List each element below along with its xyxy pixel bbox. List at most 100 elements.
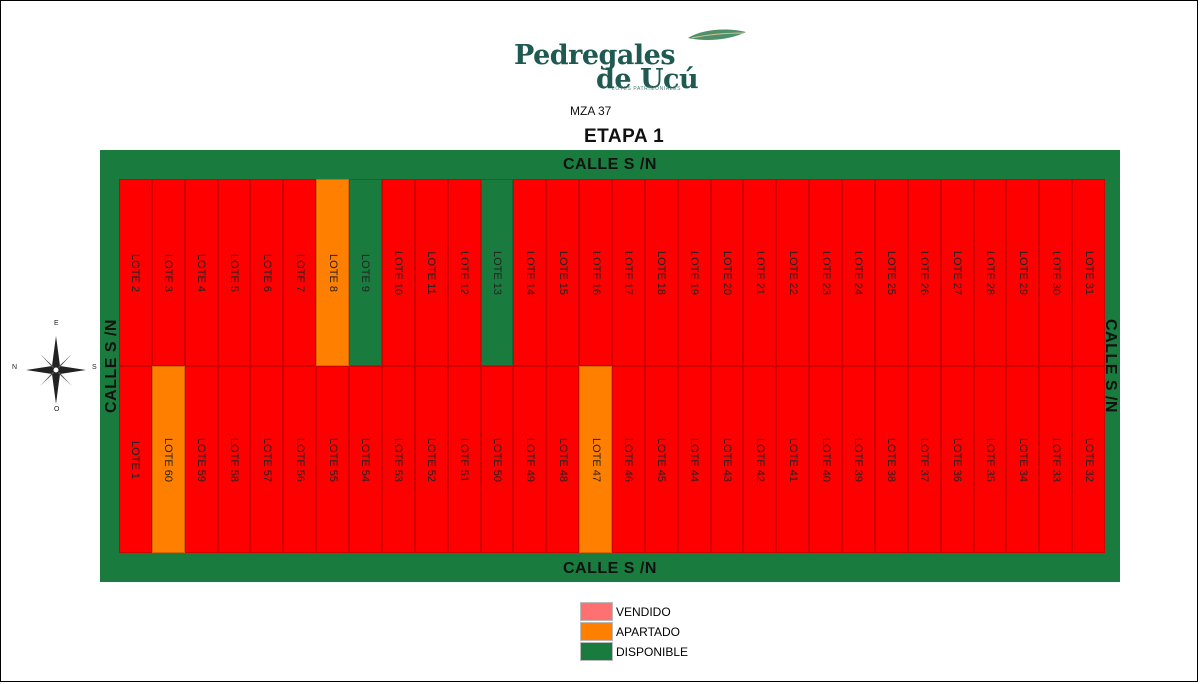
- lot-lote-39[interactable]: LOTE 39: [842, 366, 875, 553]
- lot-label: LOTE 2: [129, 253, 142, 292]
- lot-lote-40[interactable]: LOTE 40: [809, 366, 843, 553]
- lot-label: LOTE 18: [655, 250, 668, 295]
- lot-lote-25[interactable]: LOTE 25: [874, 179, 908, 366]
- lot-label: LOTE 38: [885, 437, 898, 482]
- lot-lote-44[interactable]: LOTE 44: [677, 366, 711, 553]
- lot-lote-55[interactable]: LOTE 55: [316, 366, 350, 553]
- lot-lote-9[interactable]: LOTE 9: [349, 179, 382, 366]
- lot-lote-5[interactable]: LOTE 5: [217, 179, 251, 366]
- logo-line2: de Ucú: [596, 64, 699, 95]
- lot-lote-58[interactable]: LOTE 58: [217, 366, 251, 553]
- lot-label: LOTE 28: [983, 250, 996, 295]
- lot-lote-32[interactable]: LOTE 32: [1072, 366, 1105, 553]
- lot-label: LOTE 15: [556, 250, 569, 295]
- lot-lote-14[interactable]: LOTE 14: [513, 179, 547, 366]
- lot-lote-45[interactable]: LOTE 45: [644, 366, 678, 553]
- lot-label: LOTE 36: [951, 437, 964, 482]
- lot-lote-36[interactable]: LOTE 36: [940, 366, 974, 553]
- lot-lote-60[interactable]: LOTE 60: [151, 366, 185, 553]
- lot-lote-10[interactable]: LOTE 10: [381, 179, 415, 366]
- lot-lote-8[interactable]: LOTE 8: [316, 179, 350, 366]
- lot-lote-43[interactable]: LOTE 43: [710, 366, 744, 553]
- lot-label: LOTE 22: [786, 250, 799, 295]
- lot-label: LOTE 34: [1016, 437, 1029, 482]
- lot-lote-13[interactable]: LOTE 13: [480, 179, 514, 366]
- lot-lote-23[interactable]: LOTE 23: [809, 179, 843, 366]
- lot-label: LOTE 8: [326, 253, 339, 292]
- lot-lote-17[interactable]: LOTE 17: [612, 179, 645, 366]
- lot-lote-15[interactable]: LOTE 15: [546, 179, 580, 366]
- lot-lote-22[interactable]: LOTE 22: [776, 179, 810, 366]
- lot-lote-33[interactable]: LOTE 33: [1039, 366, 1073, 553]
- lot-lote-20[interactable]: LOTE 20: [710, 179, 744, 366]
- lot-label: LOTE 12: [458, 250, 471, 295]
- lot-label: LOTE 39: [852, 437, 865, 482]
- lot-lote-21[interactable]: LOTE 21: [743, 179, 777, 366]
- manzana-label: MZA 37: [570, 104, 612, 118]
- lot-lote-48[interactable]: LOTE 48: [546, 366, 580, 553]
- lot-lote-34[interactable]: LOTE 34: [1006, 366, 1040, 553]
- lot-lote-7[interactable]: LOTE 7: [283, 179, 317, 366]
- lot-lote-35[interactable]: LOTE 35: [973, 366, 1007, 553]
- lot-lote-30[interactable]: LOTE 30: [1039, 179, 1073, 366]
- lot-lote-49[interactable]: LOTE 49: [513, 366, 547, 553]
- lot-lote-18[interactable]: LOTE 18: [644, 179, 678, 366]
- lot-lote-16[interactable]: LOTE 16: [579, 179, 612, 366]
- lot-lote-42[interactable]: LOTE 42: [743, 366, 777, 553]
- lot-label: LOTE 60: [162, 437, 175, 482]
- lot-lote-56[interactable]: LOTE 56: [283, 366, 317, 553]
- lot-label: LOTE 45: [655, 437, 668, 482]
- street-label-top: CALLE S /N: [563, 156, 657, 173]
- lot-label: LOTE 37: [918, 437, 931, 482]
- lot-label: LOTE 43: [721, 437, 734, 482]
- lot-label: LOTE 1: [129, 440, 142, 479]
- lot-lote-3[interactable]: LOTE 3: [151, 179, 185, 366]
- lot-lote-53[interactable]: LOTE 53: [381, 366, 415, 553]
- lot-lote-19[interactable]: LOTE 19: [677, 179, 711, 366]
- lot-label: LOTE 54: [359, 437, 372, 482]
- lot-label: LOTE 24: [852, 250, 865, 295]
- lot-lote-4[interactable]: LOTE 4: [184, 179, 218, 366]
- lot-lote-26[interactable]: LOTE 26: [907, 179, 941, 366]
- lot-lote-59[interactable]: LOTE 59: [184, 366, 218, 553]
- lot-lote-37[interactable]: LOTE 37: [907, 366, 941, 553]
- legend-item-apartado: APARTADO: [580, 622, 720, 641]
- lot-lote-11[interactable]: LOTE 11: [414, 179, 448, 366]
- lot-lote-2[interactable]: LOTE 2: [119, 179, 152, 366]
- lot-label: LOTE 42: [753, 437, 766, 482]
- lot-label: LOTE 52: [425, 437, 438, 482]
- lot-lote-47[interactable]: LOTE 47: [579, 366, 612, 553]
- etapa-title: ETAPA 1: [584, 126, 665, 147]
- lot-lote-52[interactable]: LOTE 52: [414, 366, 448, 553]
- lot-lote-41[interactable]: LOTE 41: [776, 366, 810, 553]
- lot-label: LOTE 6: [260, 253, 273, 292]
- lot-lote-29[interactable]: LOTE 29: [1006, 179, 1040, 366]
- lot-label: LOTE 7: [293, 253, 306, 292]
- lot-label: LOTE 35: [983, 437, 996, 482]
- lot-lote-1[interactable]: LOTE 1: [119, 366, 152, 553]
- lot-lote-31[interactable]: LOTE 31: [1072, 179, 1105, 366]
- lot-label: LOTE 49: [523, 437, 536, 482]
- logo: Pedregales de Ucú LOTES PATRIMONIALES: [512, 28, 752, 98]
- lot-label: LOTE 10: [392, 250, 405, 295]
- lot-lote-57[interactable]: LOTE 57: [250, 366, 284, 553]
- legend-swatch: [580, 622, 613, 641]
- lot-lote-46[interactable]: LOTE 46: [612, 366, 645, 553]
- legend-label: APARTADO: [616, 625, 681, 639]
- legend-item-vendido: VENDIDO: [580, 602, 720, 621]
- lot-label: LOTE 20: [721, 250, 734, 295]
- lot-label: LOTE 44: [688, 437, 701, 482]
- lot-label: LOTE 17: [622, 250, 635, 295]
- lot-lote-50[interactable]: LOTE 50: [480, 366, 514, 553]
- lot-lote-24[interactable]: LOTE 24: [842, 179, 875, 366]
- lot-lote-27[interactable]: LOTE 27: [940, 179, 974, 366]
- lot-lote-38[interactable]: LOTE 38: [874, 366, 908, 553]
- lot-lote-6[interactable]: LOTE 6: [250, 179, 284, 366]
- compass-e-label: E: [54, 320, 59, 327]
- lot-lote-54[interactable]: LOTE 54: [349, 366, 382, 553]
- lot-lote-51[interactable]: LOTE 51: [447, 366, 481, 553]
- lot-label: LOTE 13: [490, 250, 503, 295]
- lot-lote-28[interactable]: LOTE 28: [973, 179, 1007, 366]
- lot-lote-12[interactable]: LOTE 12: [447, 179, 481, 366]
